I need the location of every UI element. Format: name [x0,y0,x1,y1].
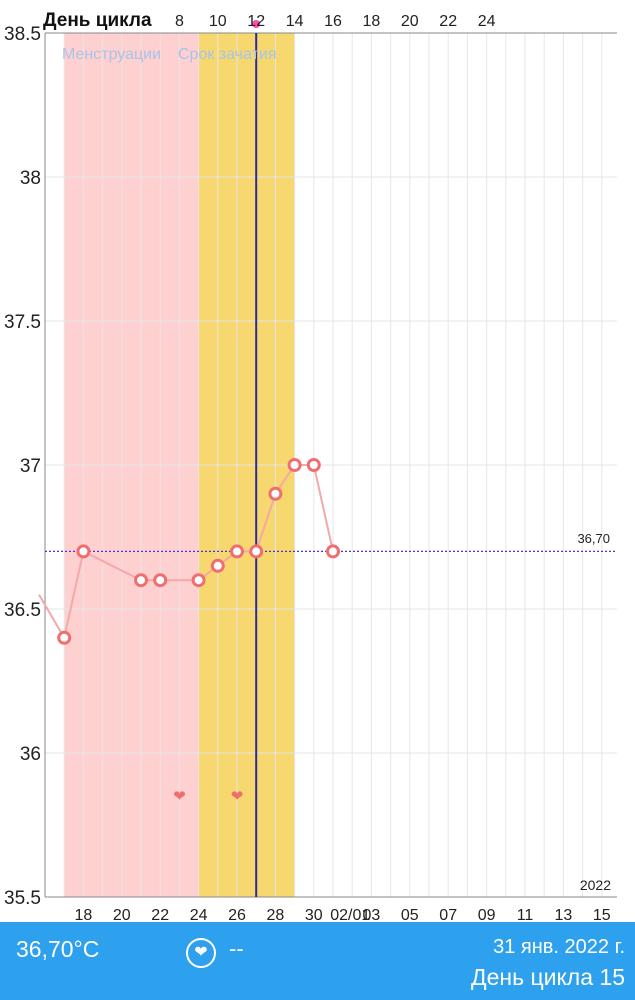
x-tick-label: 13 [555,907,573,922]
cycle-day-tick-label: 8 [175,13,184,30]
y-axis-labels: 38.5 38 37.5 37 36.5 36 35.5 [4,24,41,909]
y-tick-label: 36 [20,744,41,765]
heart-icon: ❤ [194,944,208,961]
y-tick-label: 37 [20,456,41,477]
selected-date: 31 янв. 2022 г. [493,936,625,958]
y-tick-label: 35.5 [4,888,41,909]
temperature-point [287,458,302,472]
year-label: 2022 [580,877,611,893]
cycle-day-header: День цикла [43,10,152,31]
temperature-point [326,544,340,559]
x-tick-label: 30 [305,907,323,922]
temperature-point [306,458,321,472]
cycle-day-tick-label: 22 [439,13,457,30]
temperature-point [191,573,206,588]
legend-menstruation: Менструации [62,46,161,63]
x-tick-label: 22 [151,907,169,922]
temperature-point [249,544,264,559]
y-tick-label: 38 [20,168,41,189]
x-tick-label: 09 [478,907,496,922]
temperature-point [134,573,148,588]
temperature-point [210,558,225,573]
x-tick-label: 03 [363,907,381,922]
temperature-line-lead [38,594,66,639]
cycle-day-tick-label: 10 [209,13,227,30]
x-tick-label: 24 [190,907,208,922]
y-tick-label: 38.5 [4,24,41,45]
reference-line-label: 36,70 [577,531,610,546]
x-tick-label: 07 [439,907,457,922]
x-tick-label: 15 [593,907,611,922]
cycle-day-number: 15 [599,964,625,990]
heart-value: -- [229,936,244,961]
heart-button[interactable]: ❤ [186,938,216,968]
cycle-day-axis: 8 10 12 14 16 18 20 22 24 [175,13,496,30]
y-tick-label: 36.5 [4,600,41,621]
x-tick-label: 11 [517,907,534,922]
temperature-point [230,544,244,559]
cycle-day-tick-label: 18 [363,13,381,30]
temperature-point [268,486,283,501]
temperature-point [153,573,168,588]
temperature-point [76,544,91,559]
heart-markers: ❤ ❤ [173,787,243,805]
bottom-status-bar: 36,70°C ❤ -- 31 янв. 2022 г. День цикла … [0,922,635,1000]
temperature-point [57,630,72,645]
x-tick-label: 26 [228,907,246,922]
y-tick-label: 37.5 [4,312,41,333]
heart-marker: ❤ [231,787,244,805]
legend-fertile-window: Срок зачатия [178,46,277,63]
x-tick-label: 20 [113,907,131,922]
cycle-day-tick-label: 20 [401,13,419,30]
current-day-dot [252,20,261,28]
cycle-day-readout: День цикла 15 [471,964,625,991]
heart-marker: ❤ [173,787,186,805]
temperature-readout[interactable]: 36,70°C [16,936,100,962]
x-tick-label: 28 [267,907,285,922]
cycle-day-label: День цикла [471,964,594,990]
cycle-day-tick-label: 24 [478,13,496,30]
x-tick-label: 02/01 [330,907,370,922]
cycle-day-tick-label: 16 [324,13,342,30]
temperature-points [57,458,340,645]
x-tick-label: 18 [75,907,93,922]
x-tick-label: 05 [401,907,419,922]
cycle-day-tick-label: 12 [247,13,265,30]
cycle-day-tick-label: 14 [286,13,304,30]
